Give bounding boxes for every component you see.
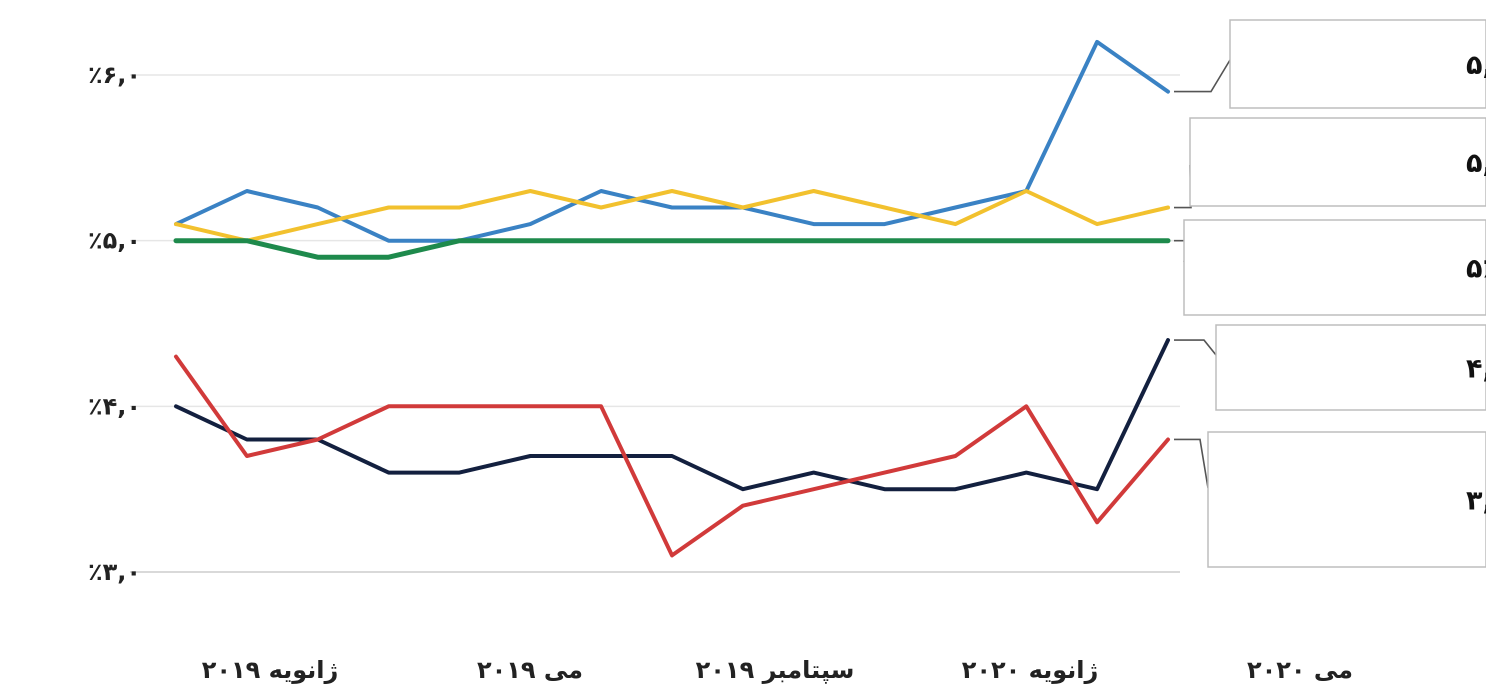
series-lines — [173, 39, 1171, 558]
series-line-usa — [174, 338, 1170, 492]
callout-leaders — [1174, 59, 1231, 489]
callout-leader-australia — [1174, 164, 1192, 209]
y-axis-ticks: ٪۶,۰ ٪۵,۰ ٪۴,۰ ٪۳,۰ — [88, 61, 141, 586]
series-line-south_korea — [174, 354, 1170, 558]
callout-label-australia: استرالیا: ٪۵,۲ — [1466, 148, 1486, 179]
callout-leader-china — [1174, 59, 1231, 93]
callout-box-south_korea — [1207, 431, 1486, 568]
y-tick-label: ٪۵,۰ — [88, 227, 141, 255]
y-tick-label: ٪۶,۰ — [88, 61, 141, 89]
callout-leader-south_korea — [1174, 438, 1209, 489]
x-axis-ticks: ژانویه ۲۰۱۹ می ۲۰۱۹ سپتامبر ۲۰۱۹ ژانویه ۲۰۲… — [202, 656, 1353, 684]
x-tick-label: سپتامبر ۲۰۱۹ — [696, 656, 855, 684]
series-line-australia — [174, 189, 1170, 243]
series-line-china — [174, 39, 1170, 243]
y-tick-label: ٪۳,۰ — [88, 558, 141, 586]
callout-box-usa — [1215, 324, 1486, 411]
callout-box-china — [1229, 19, 1486, 109]
callout-label-china: چین: ٪۵,۹ — [1466, 50, 1486, 81]
callout-box-germany — [1183, 219, 1486, 316]
callout-box-australia — [1189, 117, 1486, 207]
callout-label-germany: آلمان: ٪۵ — [1466, 252, 1486, 285]
callouts: چین: ٪۵,۹ استرالیا: ٪۵,۲ آلمان: ٪۵ آمریکا: … — [1183, 19, 1486, 568]
x-tick-label: ژانویه ۲۰۲۰ — [962, 656, 1099, 684]
callout-leader-usa — [1174, 339, 1217, 356]
x-tick-label: می ۲۰۱۹ — [477, 656, 583, 684]
x-tick-label: می ۲۰۲۰ — [1247, 656, 1353, 684]
callout-label-usa: آمریکا: ٪۴,۴ — [1466, 352, 1486, 385]
callout-label-south_korea: کره جنوبی: ٪۳,۸ — [1466, 486, 1486, 517]
series-line-germany — [173, 238, 1171, 260]
grid — [130, 74, 1180, 573]
y-tick-label: ٪۴,۰ — [88, 392, 141, 420]
x-tick-label: ژانویه ۲۰۱۹ — [202, 656, 339, 684]
